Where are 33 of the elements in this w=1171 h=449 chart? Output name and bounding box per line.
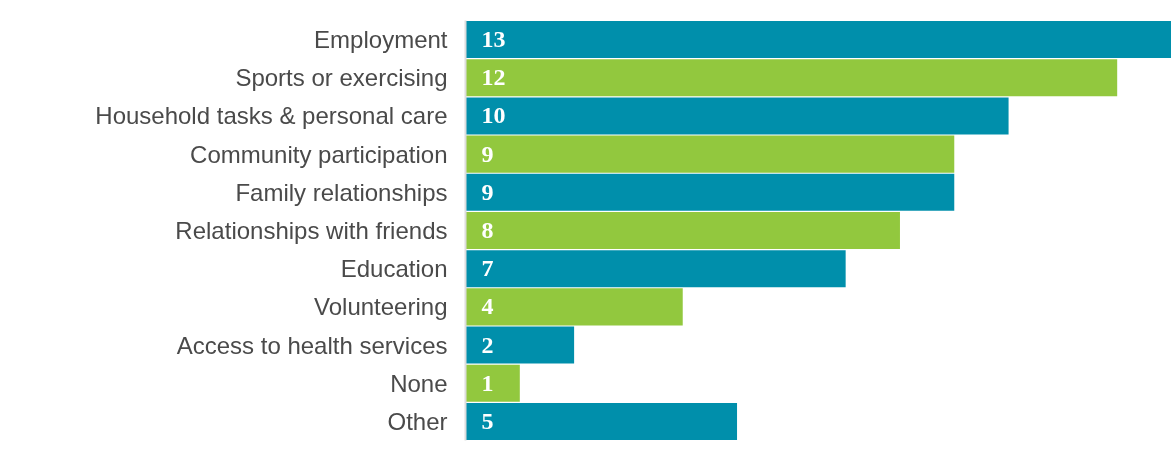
data-label: 2 [481, 331, 494, 358]
data-label: 5 [481, 407, 494, 434]
y-tick-label: Family relationships [235, 178, 448, 206]
y-tick-label: Relationships with friends [175, 217, 448, 244]
y-tick-label: Access to health services [176, 331, 448, 359]
bar [465, 135, 955, 173]
data-label: 9 [481, 178, 494, 205]
bar [465, 211, 900, 250]
y-tick-label: Volunteering [314, 293, 448, 321]
data-label: 13 [481, 26, 506, 53]
bar [465, 326, 575, 364]
bar [465, 173, 955, 211]
data-label: 1 [481, 369, 494, 396]
y-tick-label: Education [340, 255, 448, 283]
data-label: 8 [481, 217, 494, 243]
y-tick-label: None [390, 369, 448, 397]
bar [465, 97, 1009, 135]
data-label: 7 [481, 255, 494, 282]
data-label: 4 [481, 293, 494, 320]
y-tick-label: Household tasks & personal care [95, 102, 448, 130]
bar [465, 250, 846, 288]
bar [465, 21, 1171, 59]
y-tick-label: Employment [314, 26, 448, 54]
bar [465, 59, 1118, 97]
y-tick-label: Other [387, 407, 448, 435]
bar [465, 364, 520, 402]
data-label: 10 [481, 102, 506, 129]
bar [465, 288, 683, 326]
data-label: 9 [481, 140, 494, 167]
bar [465, 402, 738, 440]
y-tick-label: Sports or exercising [235, 64, 448, 92]
y-tick-label: Community participation [190, 140, 448, 168]
data-label: 12 [481, 64, 506, 91]
